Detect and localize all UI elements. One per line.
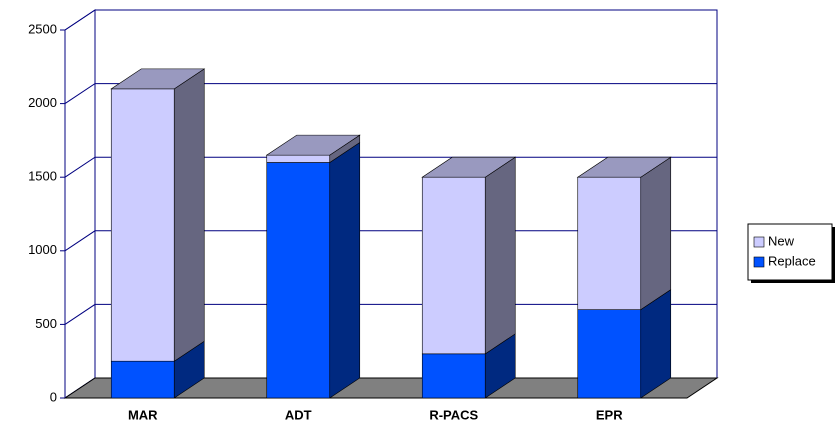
y-tick-label: 500 xyxy=(35,316,57,331)
legend-label: New xyxy=(768,233,795,248)
legend xyxy=(747,223,833,281)
bar-side xyxy=(484,156,516,355)
bar-side xyxy=(173,68,205,362)
bar-front xyxy=(110,88,175,362)
y-tick-label: 1000 xyxy=(28,242,57,257)
bar-top xyxy=(110,68,206,90)
legend-swatch xyxy=(753,256,765,268)
bar-front xyxy=(266,154,331,163)
bar-top xyxy=(265,134,361,156)
bar-front xyxy=(266,162,331,399)
bar-front xyxy=(110,360,175,399)
side-wall xyxy=(64,9,96,399)
x-tick-label: ADT xyxy=(285,407,312,422)
bar-side xyxy=(640,156,672,311)
legend-label: Replace xyxy=(768,253,816,268)
x-tick-label: EPR xyxy=(596,407,623,422)
bar-side xyxy=(329,141,361,399)
y-tick-label: 0 xyxy=(50,389,57,404)
bar-front xyxy=(577,309,642,399)
x-tick-label: MAR xyxy=(128,407,158,422)
bar-top xyxy=(421,156,517,178)
grid-line xyxy=(64,83,717,105)
y-tick-label: 2000 xyxy=(28,95,57,110)
grid-line xyxy=(64,9,717,31)
x-tick-label: R-PACS xyxy=(429,407,478,422)
bar-front xyxy=(421,176,486,355)
bar-top xyxy=(576,156,672,178)
y-tick-label: 1500 xyxy=(28,169,57,184)
bar-front xyxy=(577,176,642,310)
legend-swatch xyxy=(753,236,765,248)
y-tick-label: 2500 xyxy=(28,21,57,36)
bar-front xyxy=(421,353,486,399)
